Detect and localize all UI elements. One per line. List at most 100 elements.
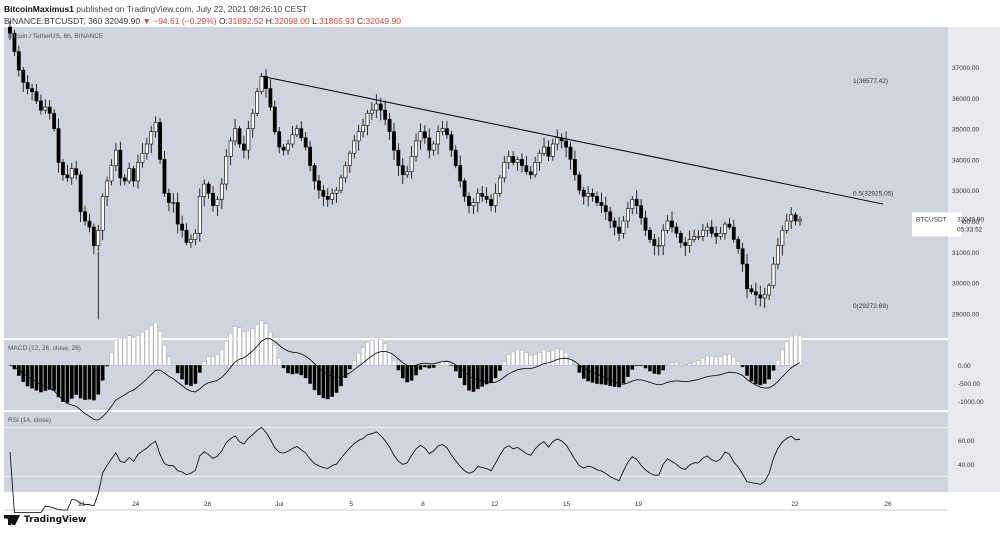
- candle-body: [758, 294, 763, 299]
- candle-body: [771, 263, 776, 286]
- candle-body: [325, 196, 330, 200]
- macd-histogram-bar: [171, 363, 176, 366]
- candle-body: [449, 134, 454, 151]
- price-tick-label: 32000.00: [952, 219, 979, 226]
- macd-histogram-bar: [414, 365, 418, 376]
- macd-histogram-bar: [215, 354, 220, 366]
- candle-body: [753, 291, 758, 296]
- macd-histogram-bar: [312, 365, 317, 391]
- candle-body: [630, 199, 635, 209]
- macd-histogram-bar: [69, 365, 74, 399]
- candle-body: [608, 211, 613, 222]
- macd-histogram-bar: [396, 365, 401, 371]
- candle-body: [299, 128, 304, 139]
- rsi-line: [9, 426, 801, 513]
- macd-histogram-bar: [480, 365, 485, 387]
- macd-histogram-bar: [550, 350, 555, 366]
- macd-histogram-bar: [83, 365, 87, 401]
- candle-body: [149, 131, 154, 145]
- macd-histogram-bar: [418, 365, 423, 370]
- macd-histogram-bar: [648, 365, 652, 372]
- candle-body: [162, 159, 167, 194]
- candle-body: [709, 226, 714, 234]
- candle-body: [206, 183, 211, 194]
- macd-histogram-bar: [52, 365, 57, 391]
- macd-histogram-bar: [228, 333, 233, 366]
- macd-histogram-bar: [568, 357, 573, 366]
- low-label: L:: [312, 16, 320, 26]
- macd-histogram-bar: [458, 365, 463, 379]
- candle-body: [705, 226, 710, 231]
- candle-body: [317, 180, 321, 191]
- low-value: 31865.93: [319, 16, 355, 26]
- macd-histogram-bar: [670, 362, 674, 366]
- candle-body: [136, 162, 140, 182]
- candle-body: [383, 109, 388, 120]
- macd-histogram-bar: [294, 365, 299, 374]
- candle-body: [458, 165, 463, 182]
- macd-histogram-bar: [736, 361, 741, 366]
- fib-level-label: 1(36577.42): [853, 78, 888, 85]
- macd-histogram-bar: [608, 365, 613, 387]
- macd-histogram-bar: [449, 365, 454, 366]
- candle-body: [581, 189, 586, 197]
- candle-body: [281, 146, 286, 151]
- macd-histogram-bar: [524, 352, 529, 366]
- macd-histogram-bar: [630, 365, 635, 370]
- time-tick-label: 5: [349, 501, 353, 508]
- candle-body: [158, 122, 162, 160]
- macd-histogram-bar: [497, 365, 502, 371]
- candle-body: [56, 128, 61, 163]
- candle-body: [374, 103, 379, 111]
- macd-histogram-bar: [687, 363, 692, 366]
- candle-body: [34, 91, 39, 102]
- candle-body: [595, 196, 599, 203]
- time-tick-label: 26: [884, 501, 892, 508]
- candle-body: [122, 177, 127, 182]
- macd-histogram-bar: [533, 354, 538, 366]
- publish-info: BitcoinMaximus1 published on TradingView…: [4, 4, 307, 14]
- macd-histogram-bar: [87, 365, 92, 400]
- time-tick-label: 24: [132, 501, 140, 508]
- descending-trendline: [261, 75, 884, 205]
- time-tick-label: 28: [204, 501, 212, 508]
- macd-histogram-bar: [784, 341, 789, 366]
- price-change: ▼ −94.61 (−0.29%): [142, 16, 217, 26]
- macd-histogram-bar: [264, 323, 268, 366]
- candle-body: [625, 208, 630, 222]
- candle-body: [445, 128, 449, 136]
- macd-histogram-bar: [520, 350, 524, 366]
- candle-body: [617, 226, 621, 234]
- candle-body: [237, 128, 242, 145]
- macd-histogram-bar: [546, 351, 551, 366]
- macd-histogram-bar: [661, 365, 666, 371]
- candle-body: [506, 156, 511, 163]
- candle-body: [378, 103, 383, 111]
- macd-histogram-bar: [286, 365, 290, 374]
- last-price: 32049.90: [104, 16, 141, 26]
- candle-body: [175, 202, 180, 225]
- macd-histogram-bar: [352, 360, 357, 366]
- candle-body: [25, 82, 30, 89]
- macd-histogram-bar: [745, 365, 749, 376]
- macd-histogram-bar: [727, 354, 732, 366]
- candle-body: [453, 149, 458, 166]
- candle-body: [599, 202, 604, 206]
- macd-histogram-bar: [542, 350, 546, 366]
- macd-tick-label: -500.00: [958, 381, 980, 388]
- candle-body: [524, 165, 529, 173]
- candle-body: [528, 171, 533, 176]
- candle-body: [480, 192, 485, 197]
- macd-histogram-bar: [65, 365, 70, 403]
- macd-histogram-bar: [184, 365, 189, 385]
- candle-body: [16, 51, 21, 71]
- macd-histogram-bar: [356, 353, 361, 366]
- candle-body: [674, 226, 679, 234]
- macd-histogram-bar: [475, 365, 480, 390]
- candle-body: [189, 239, 193, 243]
- ohlc-header: BINANCE:BTCUSDT, 360 32049.90 ▼ −94.61 (…: [4, 16, 401, 26]
- candle-body: [409, 156, 414, 173]
- macd-histogram-bar: [493, 365, 498, 379]
